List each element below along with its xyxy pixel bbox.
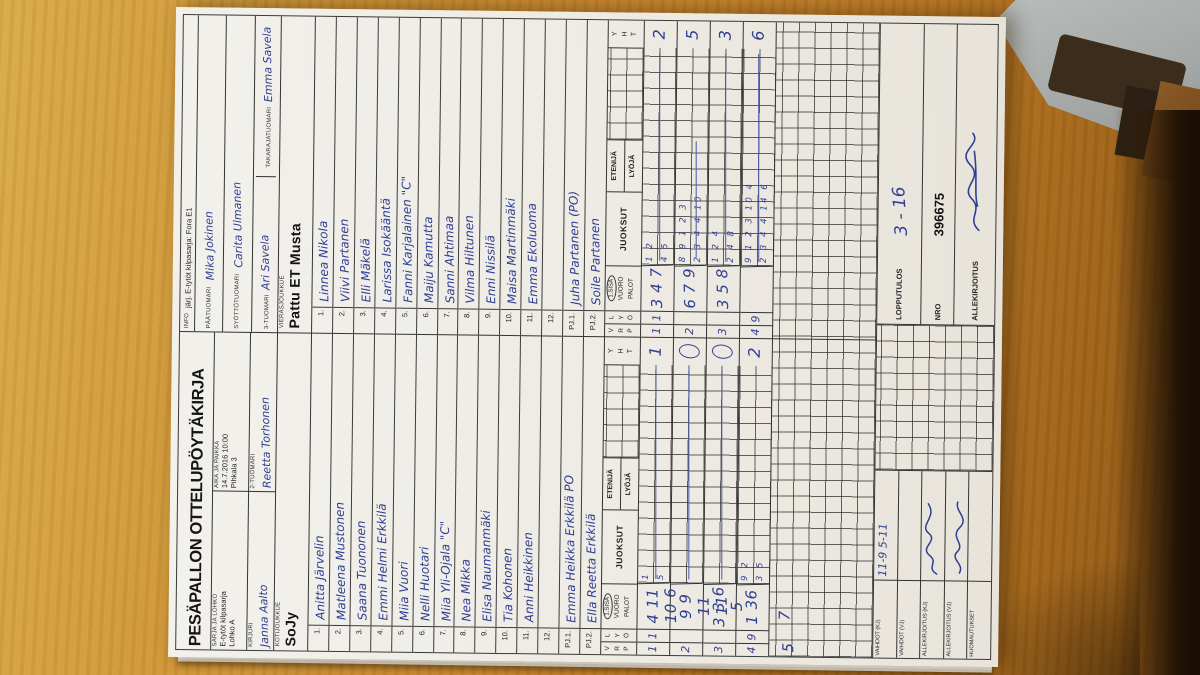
field-syottotuomari: SYÖTTÖTUOMARI Carita Ulmanen — [223, 15, 256, 332]
visitor-grid-row-2: 2 6 7 9 8 9 1 2 3 2 3 4 4 10 5 — [674, 21, 711, 338]
kirjuri-handwriting: Janna Aalto — [256, 584, 272, 648]
strike-mark — [659, 52, 661, 261]
home-grid-row-1: 1 1 4 11 10 6 1 5 1 — [637, 337, 680, 656]
home-grid-row-2: 2 9 9 11 11 0 — [670, 338, 731, 656]
tuomari2-handwriting: Reetta Torhonen — [258, 397, 274, 489]
home-grid-row-3: 3 3 3 6 5 0 — [703, 338, 746, 656]
home-team-name: SoJy — [282, 611, 299, 647]
huomautukset-row: HUOMAUTUKSET — [967, 472, 992, 659]
lopputulos-row: LOPPUTULOS 3 - 16 — [877, 23, 925, 325]
strike-mark — [688, 370, 690, 580]
vaihdot-kj-row: VAIHDOT (KJ) 11-9 5-11 — [873, 470, 899, 658]
visitor-roster: 1. Linnea Nikola 2. Viivi Partanen 3. Elli … — [312, 16, 608, 338]
footer-left-boxes: VAIHDOT (KJ) 11-9 5-11 VAIHDOT (VJ) ALLE… — [873, 469, 993, 659]
etenija-lyoja-header: ETENIJÄ LYÖJÄ — [606, 139, 643, 192]
home-score-grid: V R P L Y Ö 1.SISÄ VUORO PALOT JUOKSUT E… — [601, 337, 773, 657]
yht-column-header: Y H T — [607, 348, 634, 354]
visitor-grid-row-3: 3 3 5 8 1 2 4 2 4 8 3 — [707, 21, 744, 338]
lyo-column-header: L Y Ö — [605, 310, 641, 324]
takaraja-handwriting: Emma Savela — [260, 26, 276, 103]
strike-mark — [695, 141, 697, 258]
score-grid-section: V R P L Y Ö 1.SISÄ VUORO PALOT JUOKSUT E… — [600, 20, 777, 657]
circled-zero: 0 — [710, 343, 734, 361]
allekirjoitus-vj-row: ALLEKIRJOITUS (VJ) — [943, 471, 970, 659]
strike-mark — [721, 370, 723, 580]
field-aika-paikka: AIKA JA PAIKKA 14.7.2016 10:00 Pihkala 3 — [212, 332, 251, 492]
home-roster: 1. Anitta Järvelin 2. Matleena Mustonen 3.… — [308, 333, 604, 655]
scoresheet-form: PESÄPALLON OTTELUPÖYTÄKIRJA SARJA JA LOH… — [175, 14, 999, 660]
circled-zero: 0 — [677, 343, 701, 361]
vaihdot-vj-row: VAIHDOT (VJ) — [896, 470, 923, 659]
signature-vj — [954, 501, 964, 574]
vaihdot-kj-handwriting: 11-9 5-11 — [876, 523, 890, 577]
juoksut-column-header: JUOKSUT — [605, 191, 642, 266]
roster-section: 1. Anitta Järvelin 2. Matleena Mustonen 3.… — [308, 16, 608, 655]
lopputulos-handwriting: 3 - 16 — [888, 185, 912, 237]
visitor-grid-row-1: 1 1 3 4 7 1 2 4 5 2 — [641, 20, 678, 338]
sarja-value-2: Lohko A — [227, 619, 237, 647]
strike-mark — [758, 54, 760, 263]
home-grid-row-4: 4 9 1 36 9 2 3 5 2 — [736, 339, 773, 657]
field-kirjuri: KIRJURI Janna Aalto — [246, 491, 276, 651]
field-sarja: SARJA JA LOHKO E-tytöt kilpasarja Lohko … — [210, 490, 249, 650]
visitor-score-grid: V R P L Y Ö 1.SISÄ VUORO PALOT JUOKSUT E… — [604, 20, 777, 340]
nro-row: NRO 396675 — [921, 24, 958, 325]
lyo-column-header: L Y Ö — [601, 628, 637, 642]
home-row5-vuoro: 5 — [779, 642, 798, 653]
home-pj2-row: PJ.2. Ella Reetta Erkkilä — [580, 337, 604, 655]
home-row5-palot: 7 — [775, 610, 794, 621]
yht-column-header: Y H T — [611, 31, 638, 37]
strike-mark — [725, 53, 727, 262]
field-3-tuomari: 3-TUOMARI Ari Savela — [254, 176, 277, 333]
footer-section: VAIHDOT (KJ) 11-9 5-11 VAIHDOT (VJ) ALLE… — [872, 23, 998, 659]
visitor-team-header: VIERASJOUKKUE Pattu ET Musta — [278, 16, 315, 334]
continuation-grid: 5 7 — [768, 22, 880, 658]
vrp-column-header: V R P — [601, 641, 637, 655]
juoksut-column-header: JUOKSUT — [601, 509, 638, 584]
palot-column-header: 1.SISÄ VUORO PALOT — [605, 265, 641, 311]
field-paatuomari: PÄÄTUOMARI Mika Jokinen — [195, 15, 228, 332]
scoresheet-paper: PESÄPALLON OTTELUPÖYTÄKIRJA SARJA JA LOH… — [168, 6, 1006, 668]
paikka-value: Pihkala 3 — [229, 457, 239, 489]
footer-grid-filler — [875, 323, 995, 471]
syottotuomari-handwriting: Carita Ulmanen — [230, 181, 246, 268]
signature-official — [965, 132, 980, 232]
field-2-tuomari: 2-TUOMARI Reetta Torhonen — [248, 332, 278, 492]
form-header: PESÄPALLON OTTELUPÖYTÄKIRJA SARJA JA LOH… — [176, 15, 282, 651]
grid-cells-header — [607, 47, 644, 140]
form-title: PESÄPALLON OTTELUPÖYTÄKIRJA — [186, 368, 208, 647]
allekirjoitus-row: ALLEKIRJOITUS — [954, 25, 998, 325]
home-team-header: KOTIJOUKKUE SoJy — [274, 333, 311, 650]
palot-column-header: 1.SISÄ VUORO PALOT — [601, 583, 637, 629]
signature-kj — [925, 502, 938, 575]
nro-value: 396675 — [930, 192, 947, 237]
grid-cells-header — [603, 364, 640, 458]
paatuomari-handwriting: Mika Jokinen — [202, 211, 218, 281]
footer-right-boxes: LOPPUTULOS 3 - 16 NRO 396675 ALLEKIRJOIT… — [877, 23, 998, 325]
strike-mark — [655, 369, 657, 579]
visitor-pj2-row: PJ.2. Soile Partanen — [583, 20, 608, 337]
etenija-lyoja-header: ETENIJÄ LYÖJÄ — [602, 457, 639, 510]
vrp-column-header: V R P — [605, 323, 641, 337]
visitor-team-name: Pattu ET Musta — [286, 223, 304, 329]
tuomari3-handwriting: Ari Savela — [258, 234, 273, 290]
visitor-grid-row-4: 4 9 9 1 2 3 10 4 2 3 4 4 14 6 6 — [740, 22, 777, 339]
field-takarajatuomari: TAKARAJATUOMARI Emma Savela — [260, 26, 276, 168]
info-value: järj. E-tytöt kilpasarja: Fora E1 — [182, 207, 194, 309]
allekirjoitus-kj-row: ALLEKIRJOITUS (KJ) — [920, 471, 947, 659]
